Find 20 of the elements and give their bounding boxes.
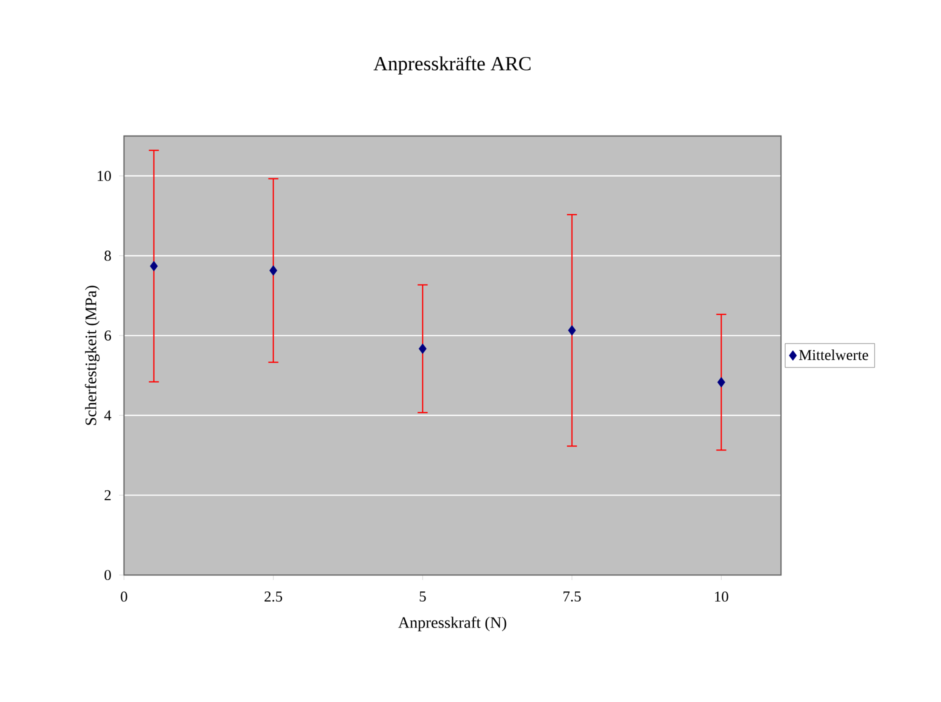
x-tick-label: 7.5 bbox=[564, 592, 581, 602]
y-axis-title: Scherfestigkeit (MPa) bbox=[84, 286, 100, 425]
x-axis-title: Anpresskraft (N) bbox=[398, 616, 506, 632]
y-tick-label: 4 bbox=[104, 410, 112, 420]
point bbox=[568, 325, 576, 336]
legend-label: Mittelwerte bbox=[799, 350, 868, 360]
point bbox=[150, 260, 158, 272]
point bbox=[717, 377, 726, 388]
point bbox=[418, 344, 427, 354]
y-tick-label: 2 bbox=[104, 490, 111, 500]
x-tick-label: 0 bbox=[120, 592, 128, 602]
y-tick-label: 8 bbox=[104, 250, 111, 261]
x-tick-label: 10 bbox=[715, 592, 728, 602]
y-tick-label: 6 bbox=[104, 330, 112, 341]
x-tick-label: 5 bbox=[420, 592, 426, 602]
y-tick-label: 0 bbox=[104, 570, 111, 580]
y-tick-label: 10 bbox=[98, 170, 111, 181]
x-tick-label: 2.5 bbox=[264, 592, 282, 602]
chart-title: Anpresskräfte ARC bbox=[374, 56, 531, 74]
point bbox=[269, 265, 278, 276]
